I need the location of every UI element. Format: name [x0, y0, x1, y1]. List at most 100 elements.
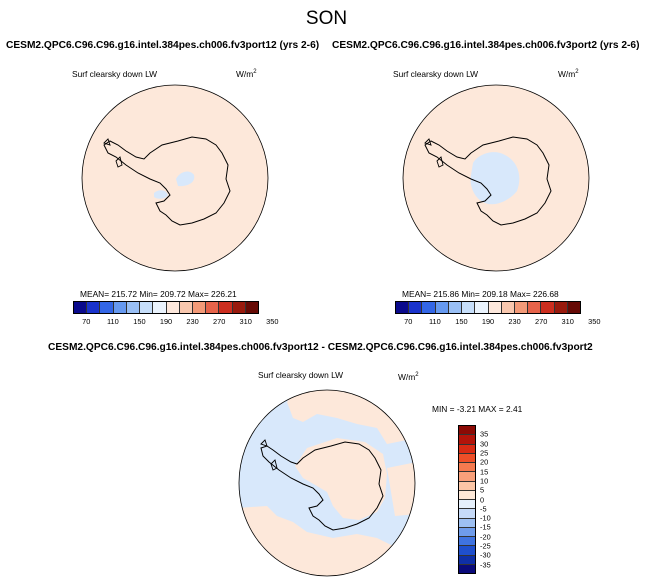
colorbar-swatch: [459, 426, 475, 436]
colorbar-tick-label: 270: [534, 317, 548, 326]
colorbar-swatch: [179, 302, 193, 313]
warm-anomaly-region: [239, 506, 415, 576]
colorbar-swatch: [475, 302, 489, 313]
colorbar-swatch: [100, 302, 114, 313]
colorbar-tick-label: 5: [480, 485, 485, 495]
colorbar-tick-label: -20: [480, 532, 491, 542]
colorbar-swatch: [501, 302, 515, 313]
colorbar-tick-label: 20: [480, 457, 489, 467]
colorbar-tick-label: 350: [266, 317, 279, 326]
diff-panel-stats: MIN = -3.21 MAX = 2.41: [432, 404, 523, 414]
colorbar-tick-label: 190: [159, 317, 173, 326]
colorbar-swatch: [541, 302, 555, 313]
figure-title: SON: [305, 8, 348, 29]
colorbar-tick-label: 110: [106, 317, 119, 326]
panel-2-colorbar: [395, 301, 581, 314]
colorbar-tick-label: 310: [561, 317, 574, 326]
colorbar-tick-label: -5: [480, 504, 487, 514]
panel-1-map: [81, 84, 269, 272]
coastline-island: [270, 459, 278, 471]
warm-anomaly-region: [387, 462, 415, 516]
colorbar-swatch: [528, 302, 542, 313]
colorbar-tick-label: 25: [480, 448, 489, 458]
diff-panel-colorbar-ticks: 35 30 25 20 15 10 5 0 -5 -10 -15 -20 -25 -30 -35: [480, 425, 510, 574]
cool-anomaly-region: [470, 152, 520, 205]
colorbar-swatch: [435, 302, 449, 313]
colorbar-swatch: [459, 555, 475, 565]
colorbar-swatch: [459, 527, 475, 537]
coastline-island: [260, 439, 268, 447]
warm-anomaly-region: [295, 438, 387, 520]
panel-2-colorbar-ticks: 70 110 150 190 230 270 310 350: [395, 317, 600, 327]
colorbar-swatch: [87, 302, 101, 313]
colorbar-swatch: [219, 302, 233, 313]
panel-1-colorbar-ticks: 70 110 150 190 230 270 310 350: [73, 317, 278, 327]
panel-2-variable-label: Surf clearsky down LW: [393, 69, 479, 79]
colorbar-swatch: [459, 518, 475, 528]
cool-anomaly-region: [154, 190, 168, 199]
colorbar-swatch: [74, 302, 88, 313]
colorbar-swatch: [459, 546, 475, 556]
colorbar-tick-label: 35: [480, 429, 489, 439]
colorbar-tick-label: 15: [480, 467, 489, 477]
diff-panel-title: CESM2.QPC6.C96.C96.g16.intel.384pes.ch00…: [48, 342, 593, 353]
colorbar-tick-label: 190: [481, 317, 495, 326]
colorbar-tick-label: 10: [480, 476, 489, 486]
colorbar-swatch: [554, 302, 568, 313]
colorbar-tick-label: 0: [480, 495, 485, 504]
colorbar-tick-label: 230: [186, 317, 199, 326]
diff-panel-variable-label: Surf clearsky down LW: [258, 370, 344, 380]
colorbar-swatch: [126, 302, 141, 313]
colorbar-swatch: [166, 302, 180, 313]
colorbar-swatch: [459, 481, 475, 491]
colorbar-tick-label: 150: [133, 317, 146, 326]
colorbar-swatch: [462, 302, 476, 313]
colorbar-swatch: [459, 500, 475, 510]
colorbar-tick-label: -15: [480, 522, 491, 532]
coastline-island: [115, 156, 123, 168]
colorbar-tick-label: 30: [480, 439, 489, 449]
antarctica-coastline: [260, 441, 384, 531]
colorbar-swatch: [459, 509, 475, 519]
colorbar-tick-label: 70: [82, 317, 91, 326]
colorbar-tick-label: -30: [480, 550, 491, 560]
map-ocean-fill: [81, 84, 269, 272]
colorbar-tick-label: 270: [212, 317, 226, 326]
colorbar-tick-label: 70: [404, 317, 413, 326]
colorbar-swatch: [459, 435, 475, 445]
panel-2-units: W/m2: [558, 69, 579, 79]
colorbar-swatch: [113, 302, 127, 313]
colorbar-swatch: [567, 302, 581, 313]
colorbar-swatch: [245, 302, 259, 313]
colorbar-swatch: [459, 453, 475, 463]
colorbar-swatch: [459, 564, 475, 573]
panel-2-map: [402, 84, 590, 272]
colorbar-swatch: [153, 302, 167, 313]
cool-anomaly-region: [176, 171, 195, 187]
colorbar-tick-label: -25: [480, 541, 491, 551]
colorbar-tick-label: 310: [239, 317, 252, 326]
panel-1-stats: MEAN= 215.72 Min= 209.72 Max= 226.21: [80, 289, 237, 299]
panel-2-title: CESM2.QPC6.C96.C96.g16.intel.384pes.ch00…: [332, 40, 640, 51]
colorbar-swatch: [488, 302, 502, 313]
coastline-island: [436, 156, 444, 168]
colorbar-tick-label: 230: [508, 317, 521, 326]
colorbar-swatch: [140, 302, 154, 313]
panel-1-units: W/m2: [236, 69, 257, 79]
colorbar-swatch: [206, 302, 220, 313]
colorbar-swatch: [192, 302, 207, 313]
colorbar-swatch: [459, 472, 475, 482]
colorbar-swatch: [459, 537, 475, 547]
colorbar-swatch: [459, 490, 475, 500]
map-outline: [238, 389, 416, 577]
colorbar-tick-label: 110: [428, 317, 441, 326]
colorbar-swatch: [422, 302, 436, 313]
panel-1-variable-label: Surf clearsky down LW: [72, 69, 158, 79]
colorbar-tick-label: 350: [588, 317, 601, 326]
colorbar-swatch: [459, 444, 475, 454]
colorbar-tick-label: 150: [455, 317, 468, 326]
diff-panel-units: W/m2: [398, 372, 419, 382]
panel-1-colorbar: [73, 301, 259, 314]
colorbar-swatch: [396, 302, 410, 313]
colorbar-swatch: [409, 302, 423, 313]
